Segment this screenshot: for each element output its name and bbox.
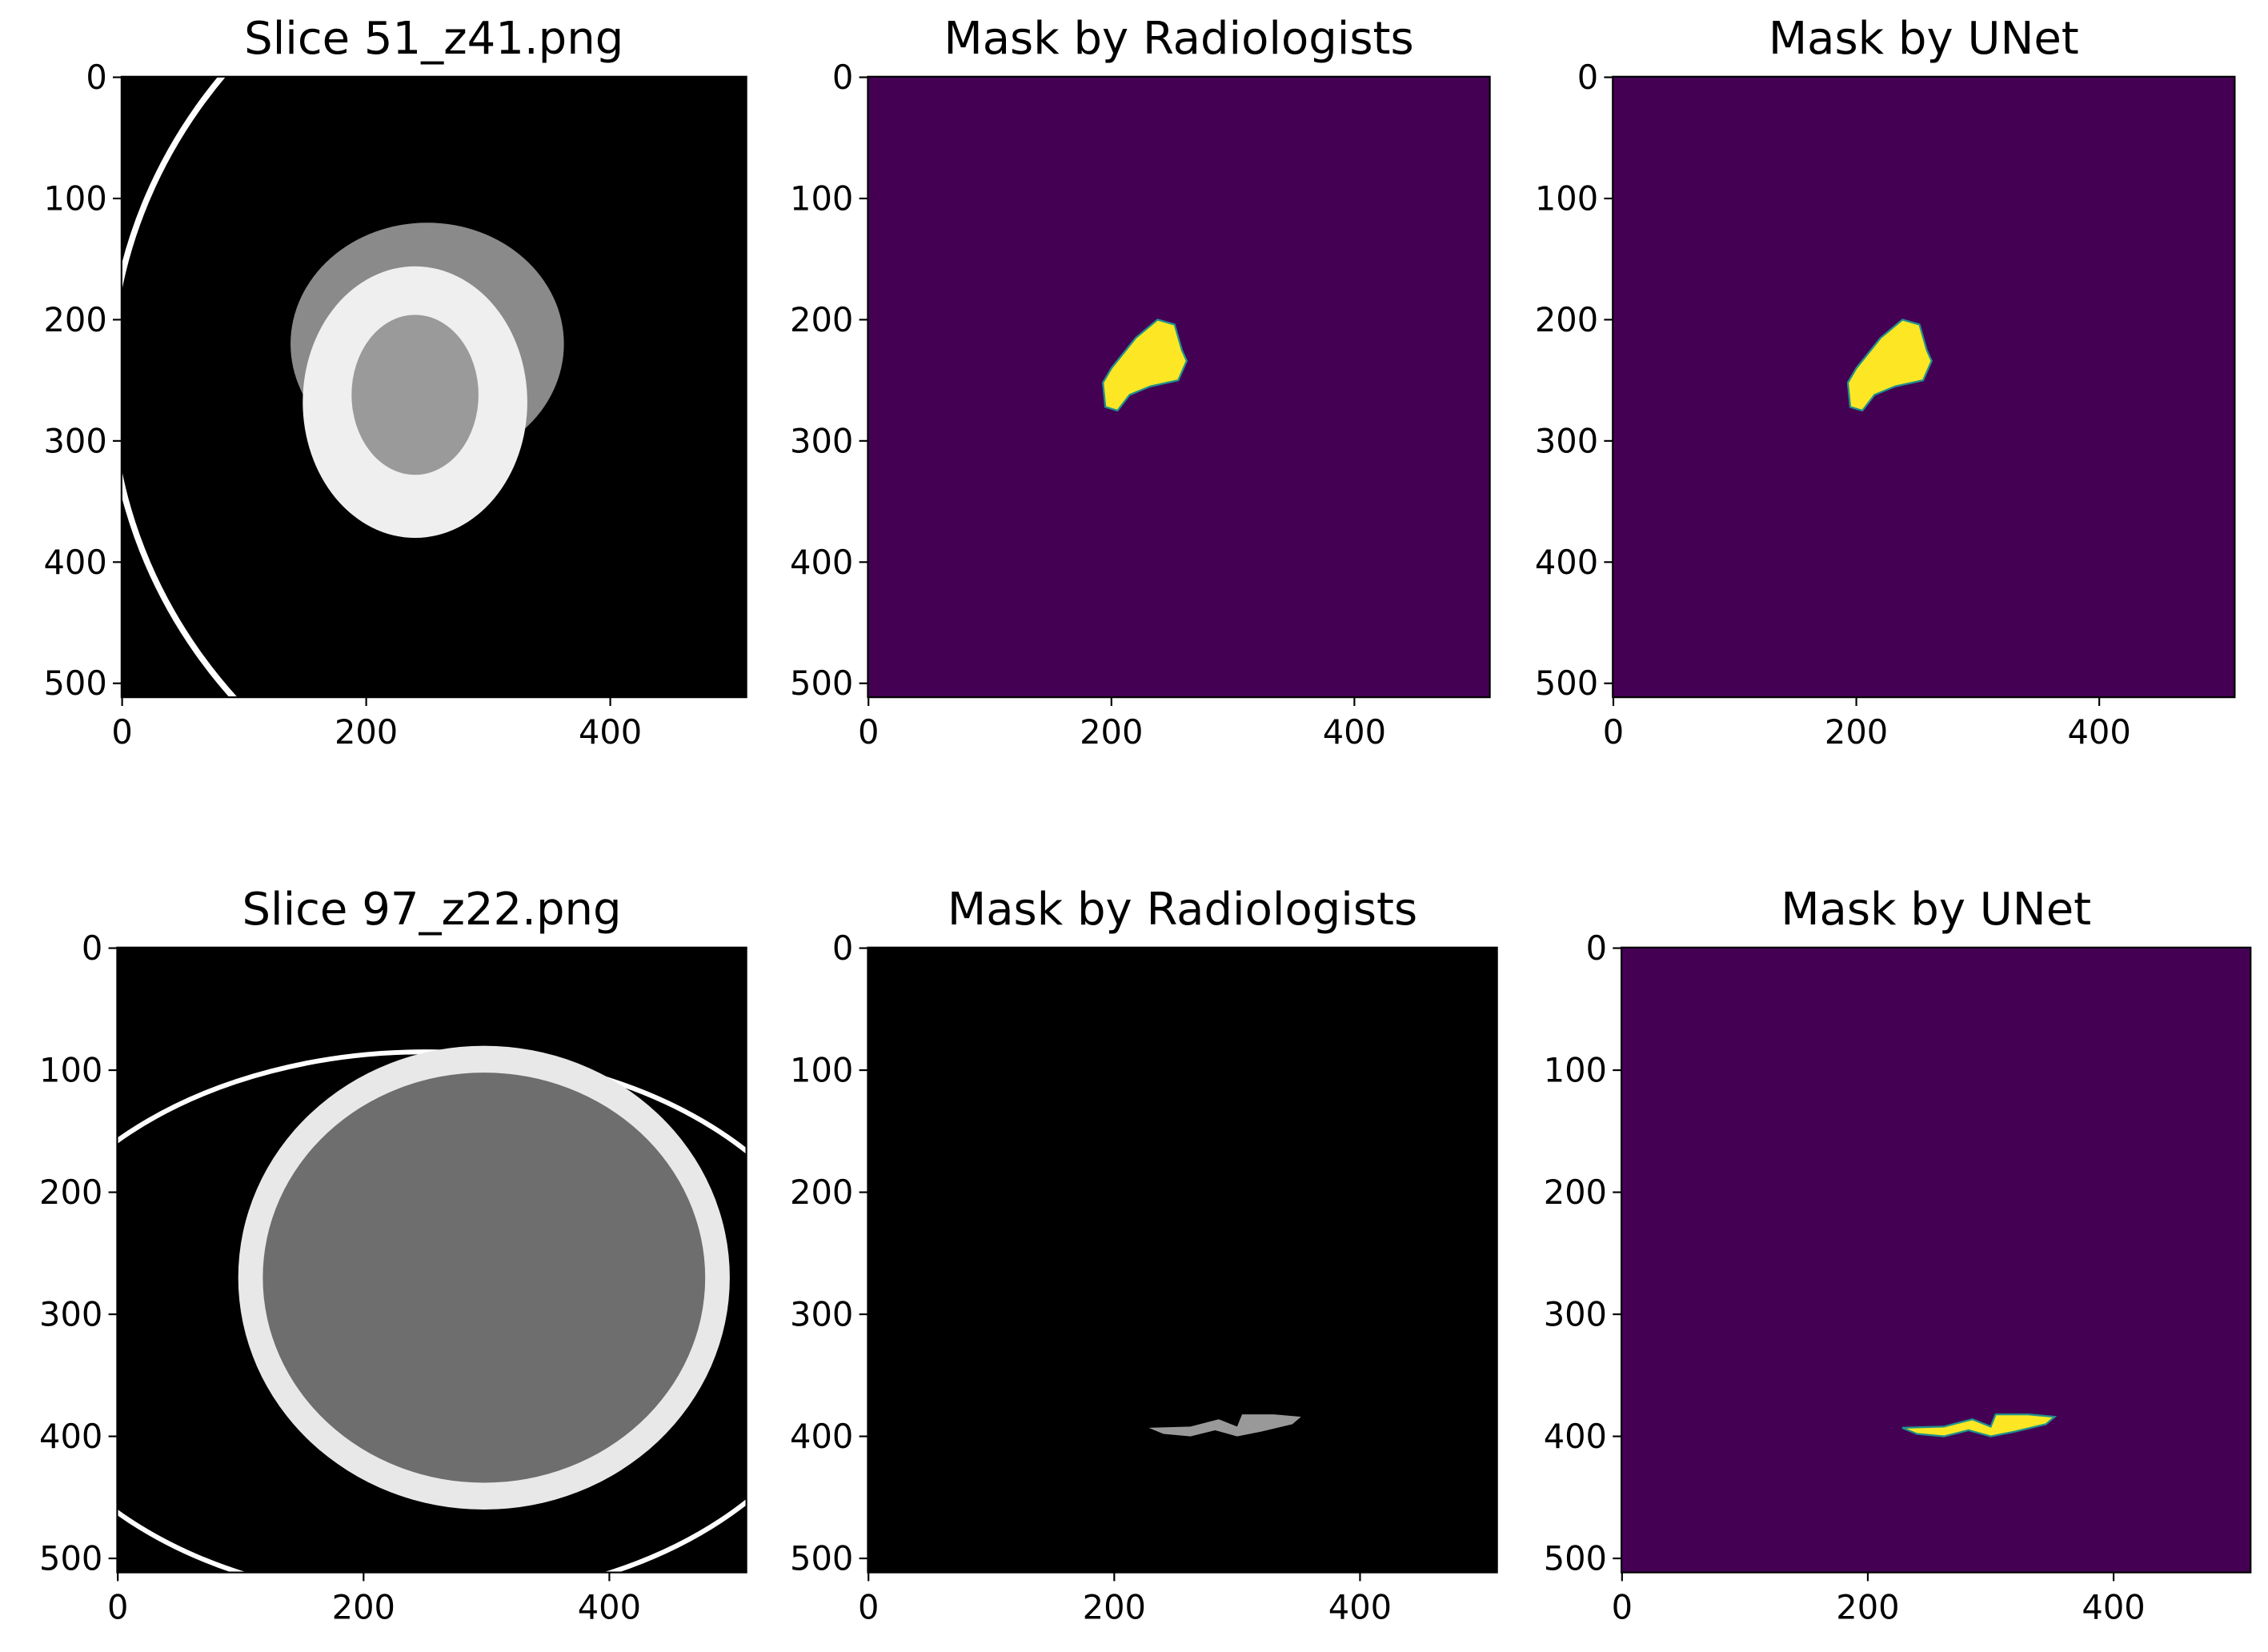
axes-frame: [1612, 75, 2236, 699]
x-tick-label: 400: [1323, 712, 1386, 752]
y-tick-label: 300: [790, 1295, 853, 1334]
brain: [262, 1073, 706, 1483]
x-tick-label: 200: [1083, 1587, 1146, 1626]
y-tick-label: 500: [1544, 1539, 1607, 1578]
y-tick-label: 100: [1544, 1051, 1607, 1090]
image-content: [1613, 76, 2235, 698]
axes-frame: [116, 946, 747, 1574]
y-tick-label: 400: [1535, 543, 1598, 582]
skull-arc: [117, 1049, 747, 1573]
y-tick-label: 0: [82, 928, 102, 968]
image-content: [121, 76, 747, 698]
panel-title: Mask by UNet: [1769, 13, 2079, 65]
y-tick-label: 100: [790, 1051, 853, 1090]
lesion-mask: [1901, 1413, 2058, 1437]
x-tick-label: 400: [1328, 1587, 1392, 1626]
image-content: [868, 947, 1497, 1573]
lesion-mask: [1846, 319, 1933, 412]
x-tick-label: 0: [111, 712, 132, 752]
y-tick-label: 100: [790, 178, 853, 218]
axes-frame: [1620, 946, 2252, 1574]
image: [1613, 76, 2235, 698]
y-tick-label: 0: [1586, 928, 1607, 968]
y-tick-label: 400: [790, 1417, 853, 1456]
y-tick-label: 200: [790, 1173, 853, 1212]
x-tick-label: 400: [2067, 712, 2130, 752]
image: [868, 76, 1490, 698]
y-tick-label: 400: [43, 543, 106, 582]
y-tick-label: 100: [43, 178, 106, 218]
panel-title: Mask by Radiologists: [948, 884, 1417, 936]
y-tick-label: 100: [1535, 178, 1598, 218]
x-tick-label: 0: [107, 1587, 128, 1626]
y-tick-label: 400: [1544, 1417, 1607, 1456]
panel-title: Slice 97_z22.png: [242, 884, 621, 936]
image: [117, 947, 747, 1573]
axes-frame: [867, 946, 1498, 1574]
brain: [351, 315, 479, 475]
image: [121, 76, 747, 698]
y-tick-label: 500: [39, 1539, 102, 1578]
x-tick-label: 0: [1603, 712, 1624, 752]
y-tick-label: 100: [39, 1051, 102, 1090]
y-tick-label: 500: [1535, 664, 1598, 703]
x-tick-label: 0: [1612, 1587, 1633, 1626]
panel-title: Slice 51_z41.png: [244, 13, 623, 65]
x-tick-label: 400: [2082, 1587, 2145, 1626]
image-background: [868, 76, 1490, 698]
y-tick-label: 0: [86, 58, 106, 97]
y-tick-label: 0: [832, 928, 853, 968]
image-background: [1613, 76, 2235, 698]
panel: Mask by Radiologists 0 200 400 0 100 200 300 400…: [790, 13, 1491, 752]
axes-frame: [867, 75, 1491, 699]
y-tick-label: 300: [790, 421, 853, 460]
y-tick-label: 300: [1535, 421, 1598, 460]
lesion-mask: [1101, 319, 1188, 412]
y-tick-label: 400: [790, 543, 853, 582]
y-tick-label: 200: [43, 300, 106, 339]
image-content: [1621, 947, 2251, 1573]
image-content: [117, 947, 747, 1573]
panel: Slice 51_z41.png 0 200 400 0 100 200 300 400 500: [43, 13, 747, 752]
y-tick-label: 500: [790, 1539, 853, 1578]
image-content: [868, 76, 1490, 698]
y-tick-label: 200: [1544, 1173, 1607, 1212]
image-background: [1621, 947, 2251, 1573]
x-tick-label: 200: [335, 712, 398, 752]
y-tick-label: 200: [1535, 300, 1598, 339]
x-tick-label: 200: [332, 1587, 395, 1626]
panel: Mask by UNet 0 200 400 0 100 200 300 400 500: [1544, 884, 2252, 1626]
x-tick-label: 400: [578, 1587, 641, 1626]
image-background: [868, 947, 1497, 1573]
x-tick-label: 200: [1080, 712, 1143, 752]
lesion-mask: [1148, 1414, 1301, 1437]
y-tick-label: 300: [1544, 1295, 1607, 1334]
y-tick-label: 200: [39, 1173, 102, 1212]
y-tick-label: 0: [1577, 58, 1598, 97]
panel: Mask by UNet 0 200 400 0 100 200 300 400 500: [1535, 13, 2236, 752]
panel: Mask by Radiologists 0 200 400 0 100 200 300 400…: [790, 884, 1498, 1626]
y-tick-label: 400: [39, 1417, 102, 1456]
y-tick-label: 200: [790, 300, 853, 339]
y-tick-label: 300: [39, 1295, 102, 1334]
panel-title: Mask by Radiologists: [944, 13, 1413, 65]
x-tick-label: 0: [858, 1587, 879, 1626]
panel-title: Mask by UNet: [1781, 884, 2091, 936]
x-tick-label: 400: [579, 712, 642, 752]
y-tick-label: 300: [43, 421, 106, 460]
axes-frame: [120, 75, 747, 699]
x-tick-label: 200: [1836, 1587, 1899, 1626]
image: [1621, 947, 2251, 1573]
image: [868, 947, 1497, 1573]
y-tick-label: 0: [832, 58, 853, 97]
y-tick-label: 500: [790, 664, 853, 703]
x-tick-label: 0: [858, 712, 879, 752]
panel: Slice 97_z22.png 0 200 400 0 100 200 300 400 500: [39, 884, 747, 1626]
x-tick-label: 200: [1825, 712, 1888, 752]
y-tick-label: 500: [43, 664, 106, 703]
